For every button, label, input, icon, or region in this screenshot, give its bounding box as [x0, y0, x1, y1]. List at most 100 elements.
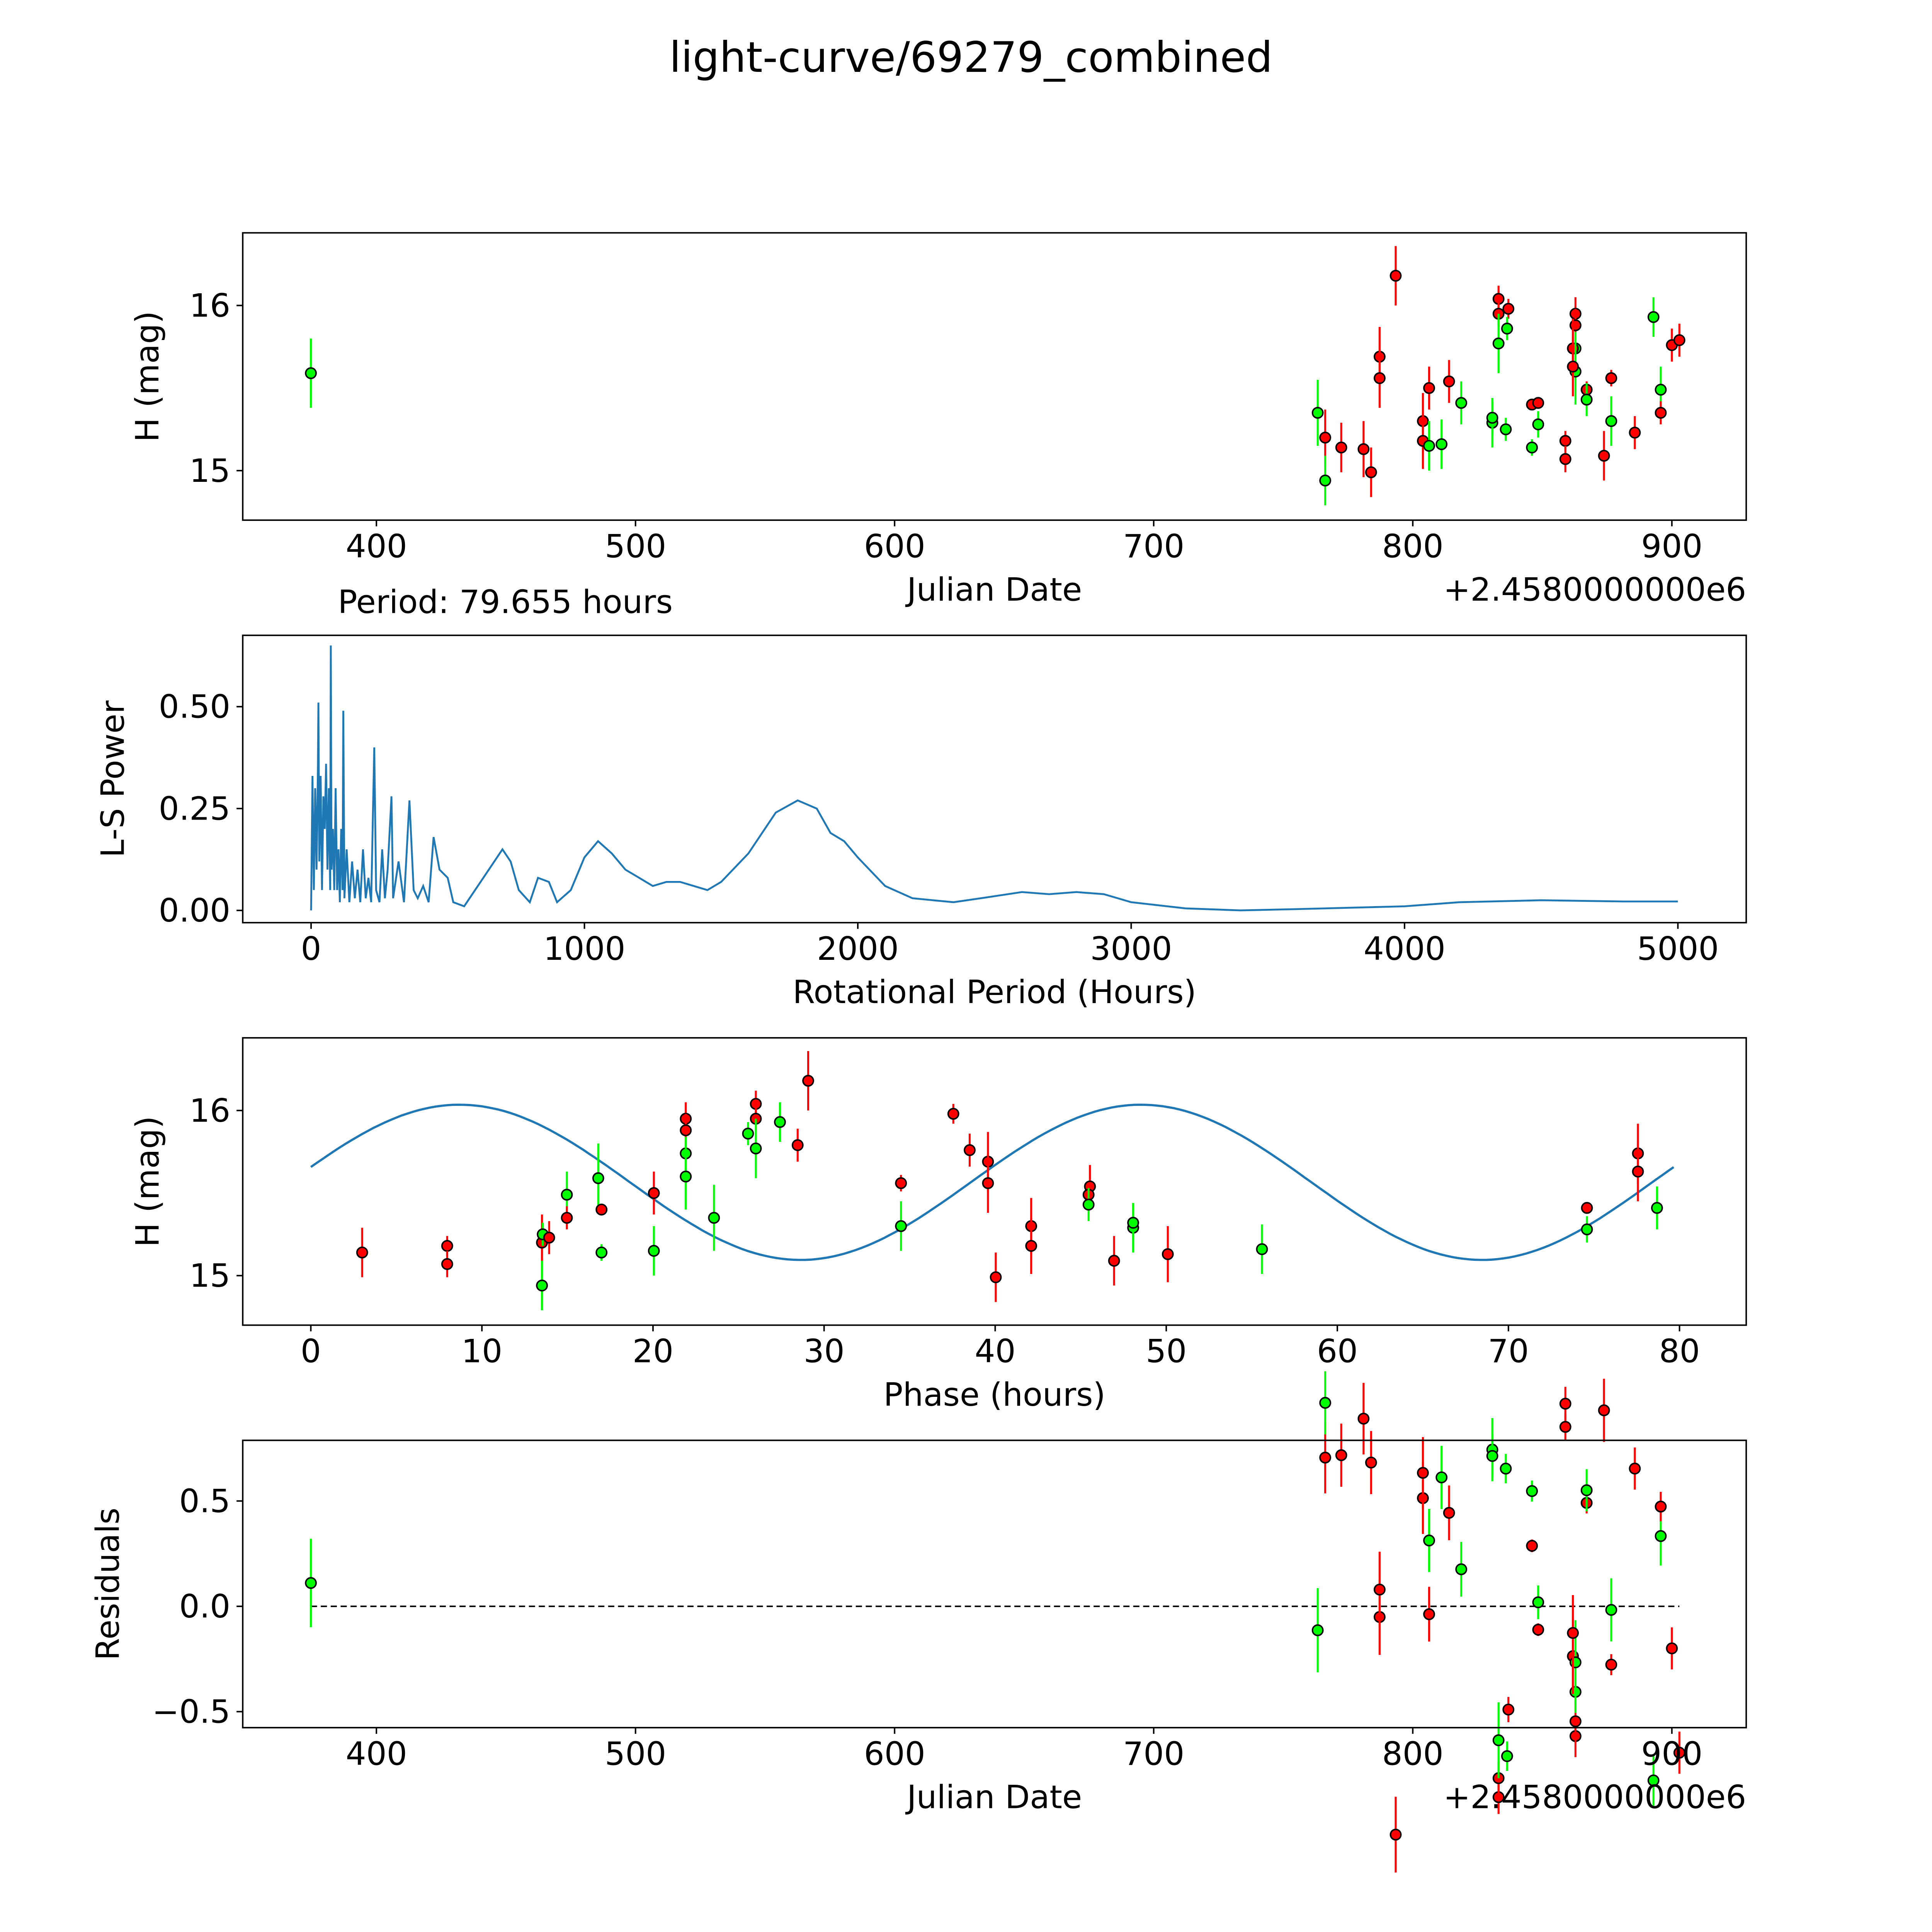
x-axis-label: Julian Date — [905, 1778, 1082, 1816]
data-point-green — [1605, 415, 1617, 427]
data-point-red — [441, 1258, 453, 1270]
x-tick-label: 500 — [605, 1735, 666, 1772]
data-point-red — [1559, 1421, 1571, 1433]
data-point-green — [1500, 1463, 1512, 1475]
data-point-red — [1532, 397, 1544, 409]
y-tick-label: 15 — [189, 452, 230, 490]
data-point-red — [1389, 270, 1402, 282]
data-point-red — [1357, 443, 1370, 455]
data-point-red — [1365, 1456, 1377, 1469]
x-tick-label: 40 — [975, 1333, 1015, 1370]
data-point-red — [1673, 1747, 1685, 1759]
x-tick-label: 600 — [864, 527, 925, 565]
data-point-green — [1319, 1397, 1332, 1409]
data-point-red — [441, 1240, 453, 1252]
data-point-green — [592, 1172, 604, 1184]
data-point-green — [1492, 337, 1505, 350]
data-point-red — [1567, 361, 1579, 373]
data-point-green — [1486, 1450, 1498, 1462]
data-point-red — [1374, 1583, 1386, 1596]
data-point-green — [750, 1142, 762, 1155]
figure-title: light-curve/69279_combined — [669, 33, 1272, 82]
data-point-red — [1357, 1413, 1370, 1425]
periodogram-panel: 0 1000 2000 3000 4000 5000 0.00 0.25 0.50 Rotatio… — [94, 634, 1747, 1011]
data-point-red — [1365, 466, 1377, 478]
x-tick-label: 4000 — [1364, 930, 1446, 968]
data-point-red — [802, 1075, 814, 1087]
data-point-red — [1443, 375, 1455, 388]
data-point-red — [680, 1124, 692, 1136]
data-point-red — [648, 1187, 660, 1199]
data-point-red — [1581, 1202, 1593, 1214]
data-point-green — [1580, 393, 1593, 406]
data-point-green — [1501, 323, 1513, 335]
light-curve-panel: 400 500 600 700 800 900 15 16 Julian Date H (mag)… — [129, 232, 1747, 608]
data-point-red — [1025, 1240, 1037, 1252]
data-point-red — [561, 1212, 573, 1224]
data-point-red — [1629, 427, 1641, 439]
data-point-green — [742, 1128, 754, 1140]
data-point-red — [1673, 334, 1685, 346]
data-point-green — [1580, 1484, 1593, 1497]
x-tick-label: 400 — [346, 527, 407, 565]
period-annotation: Period: 79.655 hours — [338, 583, 673, 621]
data-point-red — [1108, 1255, 1120, 1267]
data-point-green — [1435, 1471, 1448, 1483]
x-tick-label: 900 — [1641, 1735, 1702, 1772]
data-point-red — [1374, 372, 1386, 384]
data-point-green — [1311, 406, 1324, 419]
data-point-red — [1559, 453, 1571, 465]
y-axis-label: H (mag) — [129, 1116, 166, 1247]
data-point-red — [1605, 1658, 1617, 1671]
data-point-green — [774, 1116, 786, 1128]
data-point-green — [1655, 1530, 1667, 1542]
residuals-plot-area — [305, 1371, 1685, 1873]
x-tick-label: 2000 — [817, 930, 899, 968]
data-point-red — [1655, 1500, 1667, 1513]
x-tick-label: 700 — [1123, 1735, 1184, 1772]
x-tick-label: 800 — [1382, 527, 1444, 565]
x-tick-label: 5000 — [1637, 930, 1719, 968]
y-tick-label: 0.50 — [159, 688, 231, 726]
data-point-green — [1605, 1604, 1617, 1616]
y-axis-label: H (mag) — [129, 311, 166, 442]
data-point-green — [1082, 1199, 1095, 1211]
data-point-green — [1647, 1774, 1660, 1787]
x-tick-label: 80 — [1659, 1333, 1700, 1370]
model-curve — [310, 1104, 1675, 1261]
data-point-red — [1335, 441, 1347, 454]
data-point-red — [1526, 1540, 1538, 1552]
x-tick-label: 60 — [1317, 1333, 1358, 1370]
x-tick-label: 0 — [301, 1333, 321, 1370]
data-point-green — [895, 1220, 907, 1232]
data-point-red — [1559, 1398, 1571, 1410]
y-tick-label: 0.25 — [159, 790, 231, 827]
data-point-red — [1423, 382, 1435, 394]
x-tick-label: 600 — [864, 1735, 925, 1772]
data-point-green — [1423, 440, 1435, 452]
data-point-red — [1655, 406, 1667, 419]
data-point-green — [1532, 1596, 1544, 1609]
y-tick-label: −0.5 — [152, 1693, 230, 1731]
x-tick-label: 900 — [1641, 527, 1702, 565]
data-point-red — [1569, 1715, 1582, 1728]
data-point-green — [1311, 1624, 1324, 1636]
x-tick-label: 20 — [633, 1333, 673, 1370]
data-point-green — [1647, 311, 1660, 323]
x-tick-label: 800 — [1382, 1735, 1444, 1772]
x-tick-label: 10 — [461, 1333, 502, 1370]
data-point-green — [680, 1170, 692, 1183]
x-tick-label: 400 — [346, 1735, 407, 1772]
x-tick-label: 0 — [301, 930, 321, 968]
data-point-red — [1629, 1463, 1641, 1475]
axes-frame — [242, 634, 1747, 923]
x-tick-label: 70 — [1488, 1333, 1529, 1370]
data-point-red — [964, 1144, 976, 1156]
y-tick-label: 0.00 — [159, 892, 231, 929]
periodogram-line — [310, 645, 1678, 912]
x-axis-label: Phase (hours) — [883, 1376, 1105, 1413]
data-point-red — [543, 1231, 555, 1244]
x-tick-label: 3000 — [1090, 930, 1172, 968]
